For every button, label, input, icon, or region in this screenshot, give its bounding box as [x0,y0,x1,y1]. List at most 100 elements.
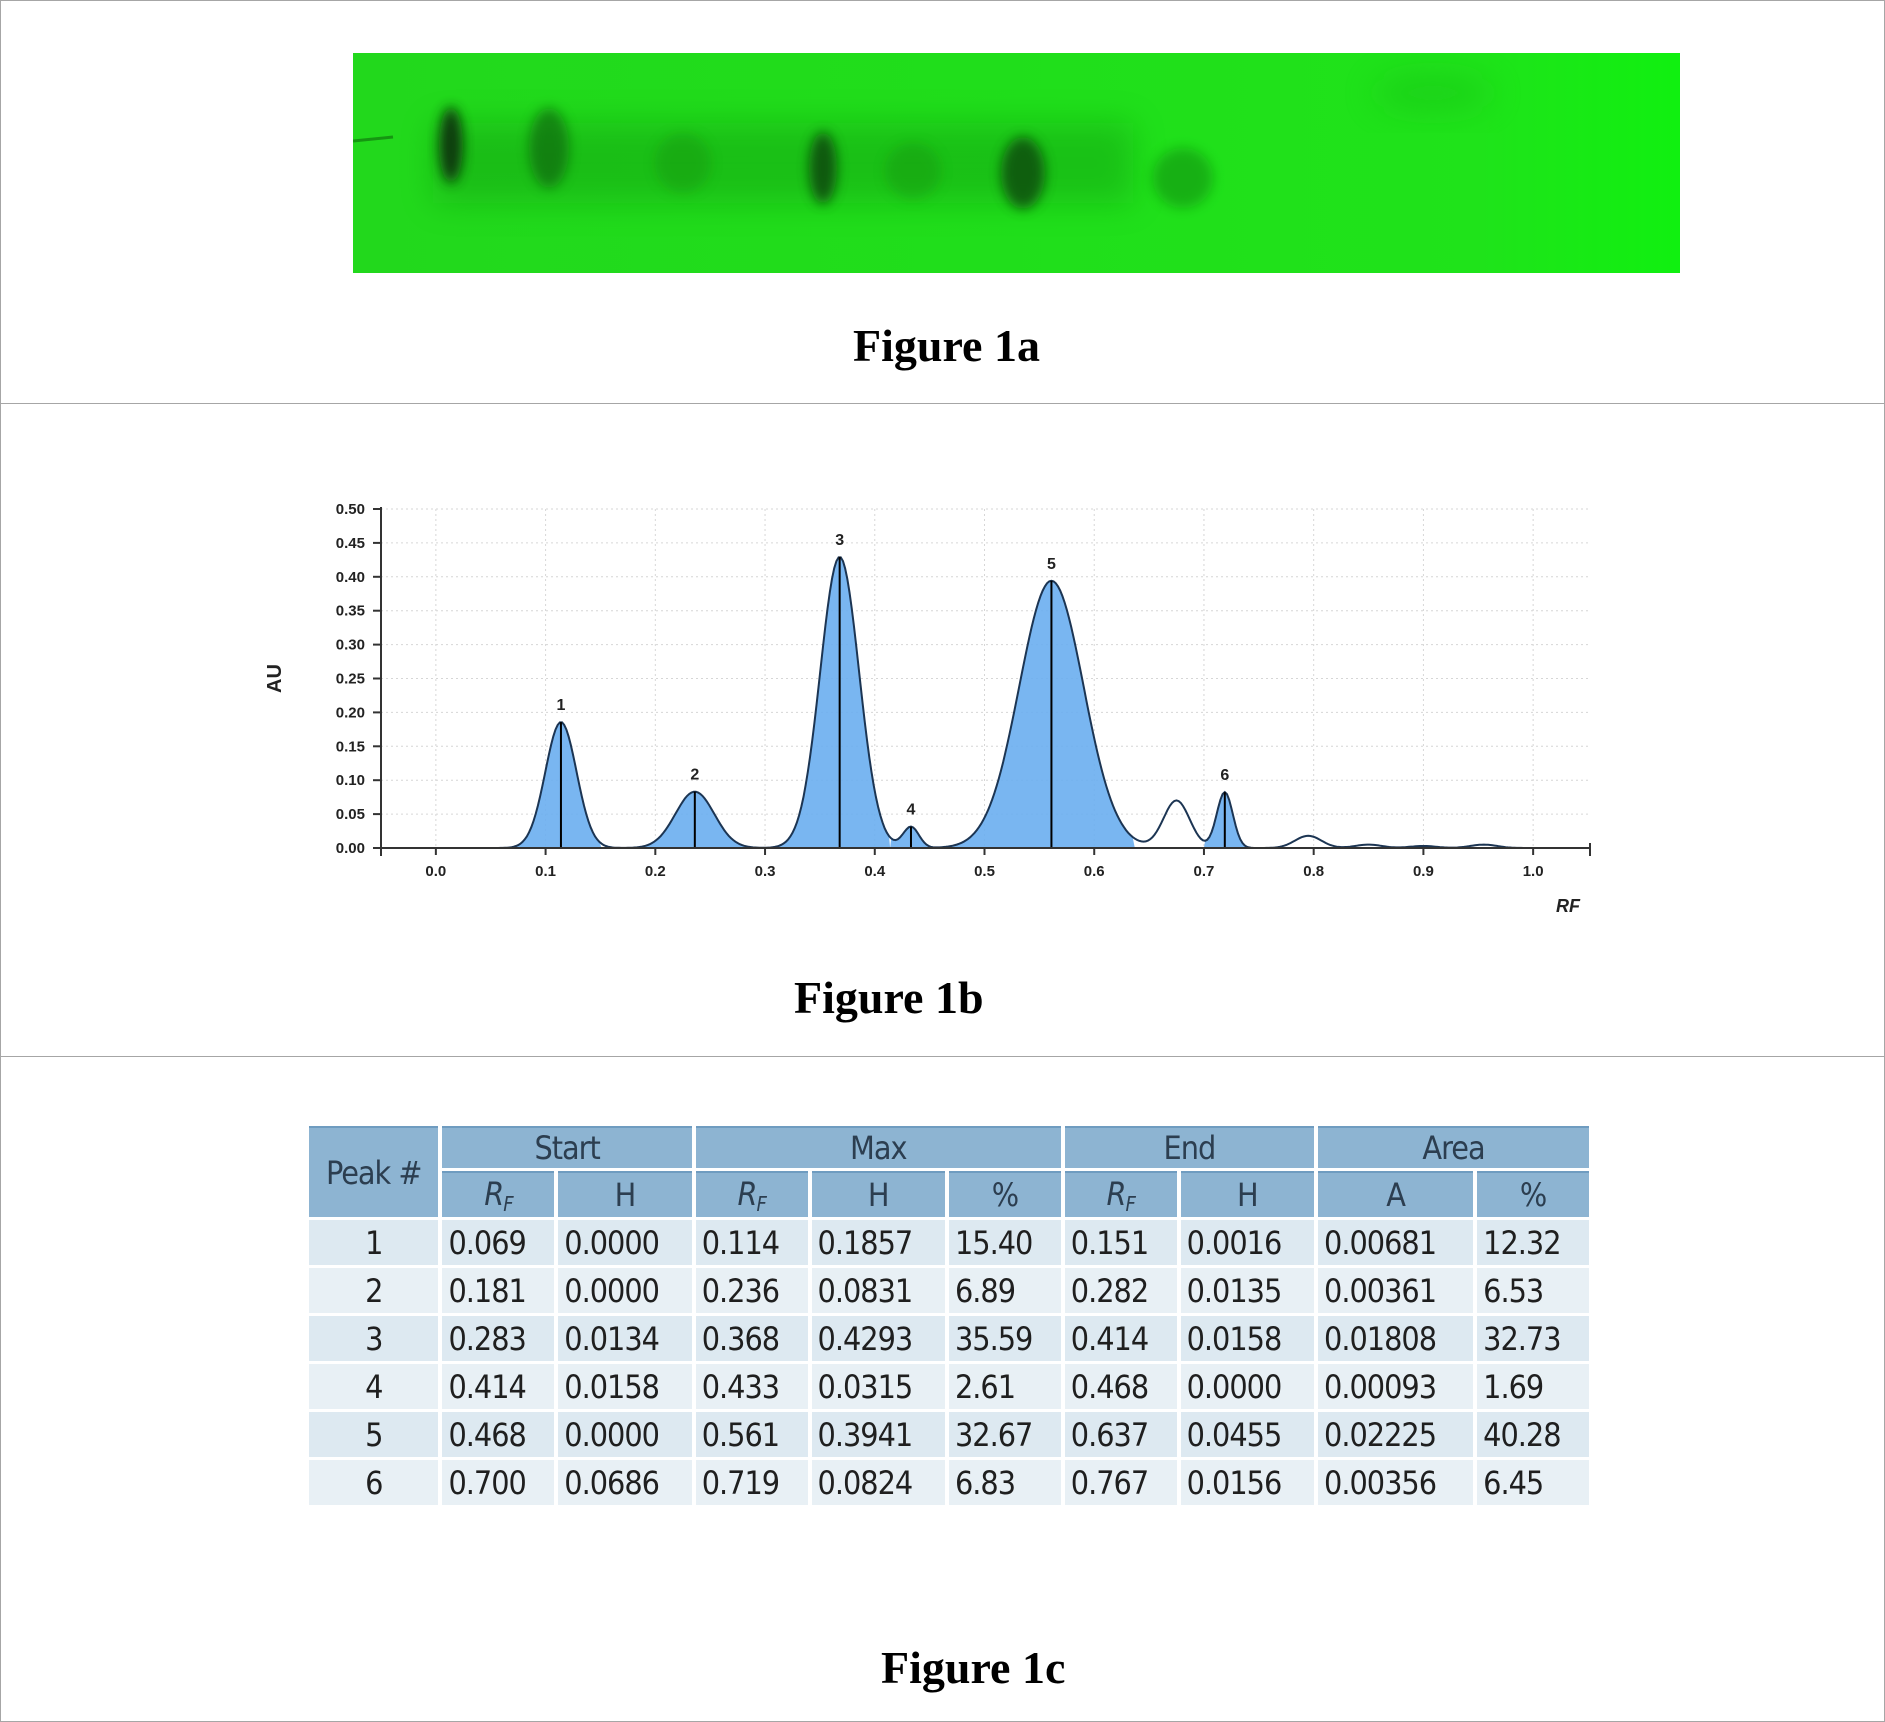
cell-area-a: 0.00681 [1318,1220,1474,1265]
rf-subscript: F [756,1191,766,1216]
peak-area [1203,792,1278,848]
peak-area [746,557,891,848]
cell-max-pct: 2.61 [948,1364,1061,1409]
cell-max-pct: 35.59 [948,1316,1061,1361]
cell-max-rf: 0.433 [695,1364,808,1409]
y-tick-label: 0.30 [336,637,365,654]
y-tick-label: 0.35 [336,603,365,620]
figure-1a-caption: Figure 1a [853,320,1040,371]
peak-label: 3 [835,532,844,549]
figure-1a-panel: Figure 1a [1,1,1884,404]
subheader-max-rf: RF [695,1171,808,1217]
cell-start-rf: 0.181 [442,1268,555,1313]
header-area: Area [1318,1126,1589,1168]
x-tick-label: 1.0 [1523,863,1544,880]
densitogram-svg: 1 2 3 4 5 6 0.00 0.05 0.10 0.15 0.20 0.25 0.30 0.35 0.… [264,501,1591,916]
cell-max-rf: 0.368 [695,1316,808,1361]
subheader-area-a: A [1318,1171,1474,1217]
peak-label: 1 [556,697,565,714]
x-tick-label: 0.6 [1084,863,1105,880]
cell-area-pct: 6.45 [1477,1460,1589,1505]
cell-start-h: 0.0000 [558,1268,692,1313]
cell-max-h: 0.1857 [811,1220,945,1265]
cell-end-h: 0.0455 [1180,1412,1315,1457]
peak-area [949,580,1135,848]
tlc-spot [655,133,711,193]
tlc-spot [885,143,941,199]
cell-area-pct: 32.73 [1477,1316,1589,1361]
cell-end-rf: 0.151 [1064,1220,1177,1265]
tlc-spot [439,107,463,183]
cell-start-rf: 0.700 [442,1460,555,1505]
cell-start-h: 0.0000 [558,1220,692,1265]
y-tick-label: 0.40 [336,569,365,586]
subheader-max-h: H [811,1171,945,1217]
rf-subscript: F [1125,1191,1135,1216]
tlc-plate-graphic [353,53,1680,273]
y-tick-label: 0.20 [336,704,365,721]
header-peak: Peak # [309,1126,439,1217]
subheader-end-h: H [1180,1171,1315,1217]
subheader-area-pct: % [1477,1171,1589,1217]
x-tick-label: 0.9 [1413,863,1434,880]
y-tick-label: 0.05 [336,806,365,823]
cell-end-h: 0.0135 [1180,1268,1315,1313]
cell-area-a: 0.01808 [1318,1316,1474,1361]
cell-start-rf: 0.283 [442,1316,555,1361]
x-tick-label: 0.3 [755,863,776,880]
cell-peak-no: 3 [309,1316,439,1361]
cell-start-rf: 0.468 [442,1412,555,1457]
x-tick-label: 0.1 [535,863,556,880]
tlc-spot [1153,148,1213,208]
tlc-spot [809,132,837,204]
cell-max-h: 0.0831 [811,1268,945,1313]
cell-start-h: 0.0000 [558,1412,692,1457]
peak-label: 4 [907,802,916,819]
subheader-start-h: H [558,1171,692,1217]
cell-start-h: 0.0134 [558,1316,692,1361]
x-tick-label: 0.0 [425,863,446,880]
figure-1b-caption: Figure 1b [794,972,984,1023]
table-row: 2 0.181 0.0000 0.236 0.0831 6.89 0.282 0.0135 0.… [309,1268,1589,1313]
cell-peak-no: 1 [309,1220,439,1265]
cell-start-rf: 0.069 [442,1220,555,1265]
cell-max-h: 0.0824 [811,1460,945,1505]
cell-max-pct: 6.83 [948,1460,1061,1505]
cell-max-rf: 0.236 [695,1268,808,1313]
figure-1c-caption: Figure 1c [881,1642,1066,1693]
y-tick-label: 0.10 [336,772,365,789]
peak-label: 6 [1220,767,1229,784]
cell-end-h: 0.0158 [1180,1316,1315,1361]
peak-table: Peak # Start Max End Area RF H RF H % RF… [305,1123,1593,1508]
cell-max-rf: 0.114 [695,1220,808,1265]
y-tick-label: 0.25 [336,671,365,688]
cell-peak-no: 2 [309,1268,439,1313]
cell-end-h: 0.0156 [1180,1460,1315,1505]
cell-end-rf: 0.282 [1064,1268,1177,1313]
rf-subscript: F [503,1191,513,1216]
cell-area-pct: 12.32 [1477,1220,1589,1265]
cell-area-a: 0.00356 [1318,1460,1474,1505]
table-row: 4 0.414 0.0158 0.433 0.0315 2.61 0.468 0.0000 0.… [309,1364,1589,1409]
cell-end-rf: 0.637 [1064,1412,1177,1457]
cell-end-rf: 0.767 [1064,1460,1177,1505]
cell-end-h: 0.0000 [1180,1364,1315,1409]
header-end: End [1064,1126,1315,1168]
cell-start-rf: 0.414 [442,1364,555,1409]
figure-1c-panel: Peak # Start Max End Area RF H RF H % RF… [1,1057,1884,1721]
subheader-start-rf: RF [442,1171,555,1217]
cell-max-h: 0.3941 [811,1412,945,1457]
table-row: 3 0.283 0.0134 0.368 0.4293 35.59 0.414 0.0158 0… [309,1316,1589,1361]
peak-area [511,722,602,848]
x-tick-label: 0.7 [1194,863,1215,880]
tlc-spot [1001,137,1045,209]
x-tick-label: 0.8 [1303,863,1324,880]
cell-peak-no: 5 [309,1412,439,1457]
cell-area-a: 0.00361 [1318,1268,1474,1313]
cell-peak-no: 6 [309,1460,439,1505]
cell-max-h: 0.4293 [811,1316,945,1361]
cell-max-rf: 0.719 [695,1460,808,1505]
peak-area [634,791,746,848]
x-axis-label: RF [1556,896,1581,916]
table-row: 6 0.700 0.0686 0.719 0.0824 6.83 0.767 0.0156 0.… [309,1460,1589,1505]
